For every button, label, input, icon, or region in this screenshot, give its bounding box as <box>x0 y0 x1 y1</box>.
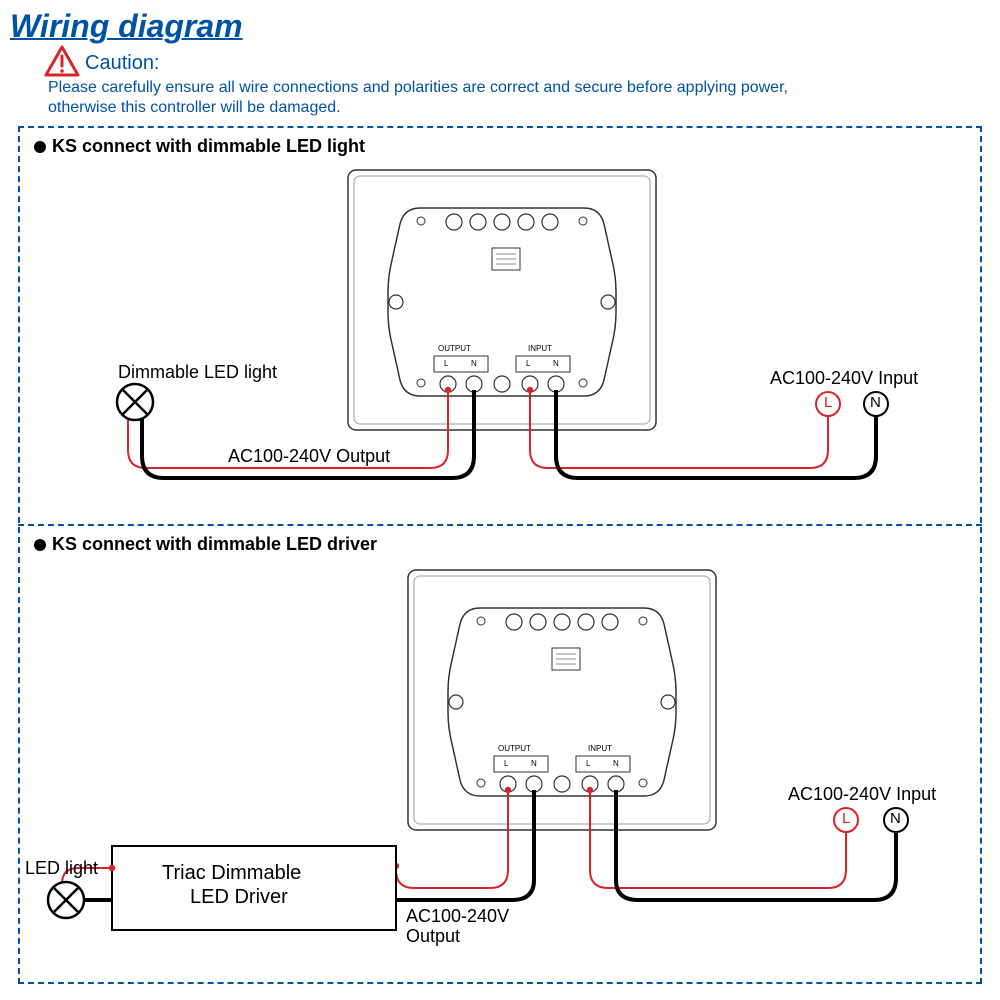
s2-input-tag: INPUT <box>588 744 612 753</box>
s2-out-L: L <box>504 759 508 768</box>
s2-led-label: LED light <box>25 858 98 879</box>
s2-output-l1: AC100-240V <box>406 906 509 927</box>
section2-svg <box>0 0 1000 1000</box>
s2-driver-l2: LED Driver <box>190 886 288 909</box>
s2-out-N: N <box>531 759 537 768</box>
s2-output-l2: Output <box>406 926 460 947</box>
s2-in-L: L <box>586 759 590 768</box>
s2-output-tag: OUTPUT <box>498 744 531 753</box>
s2-driver-l1: Triac Dimmable <box>162 862 301 885</box>
s2-in-N: N <box>613 759 619 768</box>
s2-input-label: AC100-240V Input <box>788 784 936 805</box>
s2-mains-L: L <box>842 810 850 827</box>
s2-mains-N: N <box>890 810 901 827</box>
